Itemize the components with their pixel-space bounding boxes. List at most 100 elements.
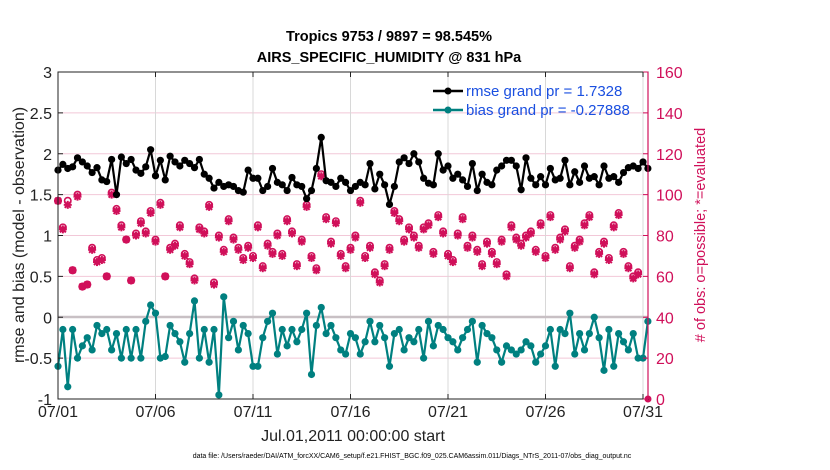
obs-evaluated-marker xyxy=(63,200,72,209)
obs-evaluated-marker xyxy=(273,231,282,240)
obs-evaluated-marker xyxy=(424,221,433,230)
obs-evaluated-marker xyxy=(619,249,628,258)
obs-evaluated-marker xyxy=(487,249,496,258)
bias-point xyxy=(229,317,238,325)
obs-evaluated-marker xyxy=(268,249,277,258)
obs-evaluated-marker xyxy=(122,235,131,244)
obs-evaluated-marker xyxy=(414,243,423,252)
obs-evaluated-marker xyxy=(458,215,467,224)
rmse-point xyxy=(546,164,554,173)
rmse-point xyxy=(327,178,335,186)
obs-evaluated-marker xyxy=(502,272,511,281)
bias-point xyxy=(59,325,67,334)
rmse-point xyxy=(395,158,403,166)
bias-point xyxy=(459,334,467,342)
rmse-point xyxy=(527,174,535,182)
obs-evaluated-marker xyxy=(307,253,316,262)
bias-point xyxy=(371,338,379,346)
obs-evaluated-marker xyxy=(68,266,77,275)
rmse-point xyxy=(307,186,316,195)
bias-point xyxy=(327,321,335,330)
rmse-point xyxy=(337,174,345,182)
bias-point xyxy=(346,330,355,338)
rmse-point xyxy=(215,178,223,186)
obs-evaluated-marker xyxy=(200,229,209,238)
obs-evaluated-marker xyxy=(210,280,218,289)
bias-point xyxy=(624,346,632,354)
obs-evaluated-marker xyxy=(102,272,111,281)
rmse-point xyxy=(186,159,194,168)
bias-point xyxy=(176,338,184,346)
rmse-point xyxy=(112,191,121,199)
obs-evaluated-marker xyxy=(609,223,618,232)
bias-point xyxy=(390,330,398,338)
y-tick-label: 0.5 xyxy=(30,269,52,286)
legend-rmse-label: rmse grand pr = 1.7328 xyxy=(466,83,622,100)
bias-point xyxy=(517,346,525,354)
obs-evaluated-marker xyxy=(361,253,370,262)
bias-point xyxy=(268,309,277,317)
bias-point xyxy=(137,354,145,362)
rmse-point xyxy=(566,181,574,189)
rmse-point xyxy=(127,155,135,164)
obs-evaluated-marker xyxy=(463,243,472,252)
bias-point xyxy=(439,325,447,334)
rmse-point xyxy=(381,181,389,189)
obs-evaluated-marker xyxy=(444,251,452,260)
bias-point xyxy=(415,325,423,334)
bias-point xyxy=(410,338,418,346)
obs-evaluated-marker xyxy=(312,266,321,275)
rmse-point xyxy=(595,181,603,189)
obs-evaluated-marker xyxy=(512,235,521,244)
obs-evaluated-marker xyxy=(132,231,140,240)
bias-point xyxy=(527,342,535,350)
rmse-point xyxy=(488,181,496,189)
y-right-tick-label: 40 xyxy=(656,310,674,327)
bias-point xyxy=(444,334,452,342)
rmse-point xyxy=(468,159,476,168)
bias-point xyxy=(142,317,150,325)
obs-evaluated-marker xyxy=(468,233,477,242)
y-right-tick-label: 0 xyxy=(656,392,665,409)
bias-point xyxy=(322,330,330,338)
rmse-point xyxy=(312,164,320,173)
x-tick-label: 07/16 xyxy=(330,404,370,421)
rmse-point xyxy=(161,176,169,184)
obs-evaluated-marker xyxy=(561,227,569,236)
bias-point xyxy=(283,342,291,350)
rmse-point xyxy=(507,156,515,164)
obs-evaluated-marker xyxy=(536,221,545,230)
y-axis-right-label: # of obs: o=possible; *=evaluated xyxy=(693,128,709,342)
bias-point xyxy=(580,346,589,354)
obs-evaluated-marker xyxy=(570,243,579,252)
bias-point xyxy=(600,366,608,374)
bias-point xyxy=(556,325,564,334)
rmse-point xyxy=(103,177,111,186)
rmse-point xyxy=(590,173,598,181)
rmse-point xyxy=(366,159,374,168)
obs-evaluated-marker xyxy=(453,231,462,240)
rmse-point xyxy=(371,185,379,193)
rmse-point xyxy=(556,174,564,182)
bias-point xyxy=(64,383,72,391)
obs-evaluated-marker xyxy=(541,253,550,262)
bias-line xyxy=(56,295,649,397)
obs-evaluated-marker xyxy=(604,256,613,265)
rmse-point xyxy=(93,164,101,172)
rmse-point xyxy=(137,169,145,177)
rmse-point xyxy=(361,181,369,189)
y-right-tick-label: 160 xyxy=(656,65,683,82)
rmse-point xyxy=(517,186,525,194)
bias-point xyxy=(205,358,213,366)
obs-evaluated-marker xyxy=(234,245,243,254)
obs-evaluated-marker xyxy=(405,225,413,234)
obs-evaluated-marker xyxy=(175,223,184,232)
bias-point xyxy=(244,330,252,338)
bias-point xyxy=(83,334,91,342)
bias-point xyxy=(629,330,637,338)
obs-evaluated-marker xyxy=(448,258,457,267)
rmse-point xyxy=(615,178,623,186)
bias-point xyxy=(93,321,101,330)
bias-point xyxy=(385,362,394,370)
obs-evaluated-marker xyxy=(283,217,292,226)
